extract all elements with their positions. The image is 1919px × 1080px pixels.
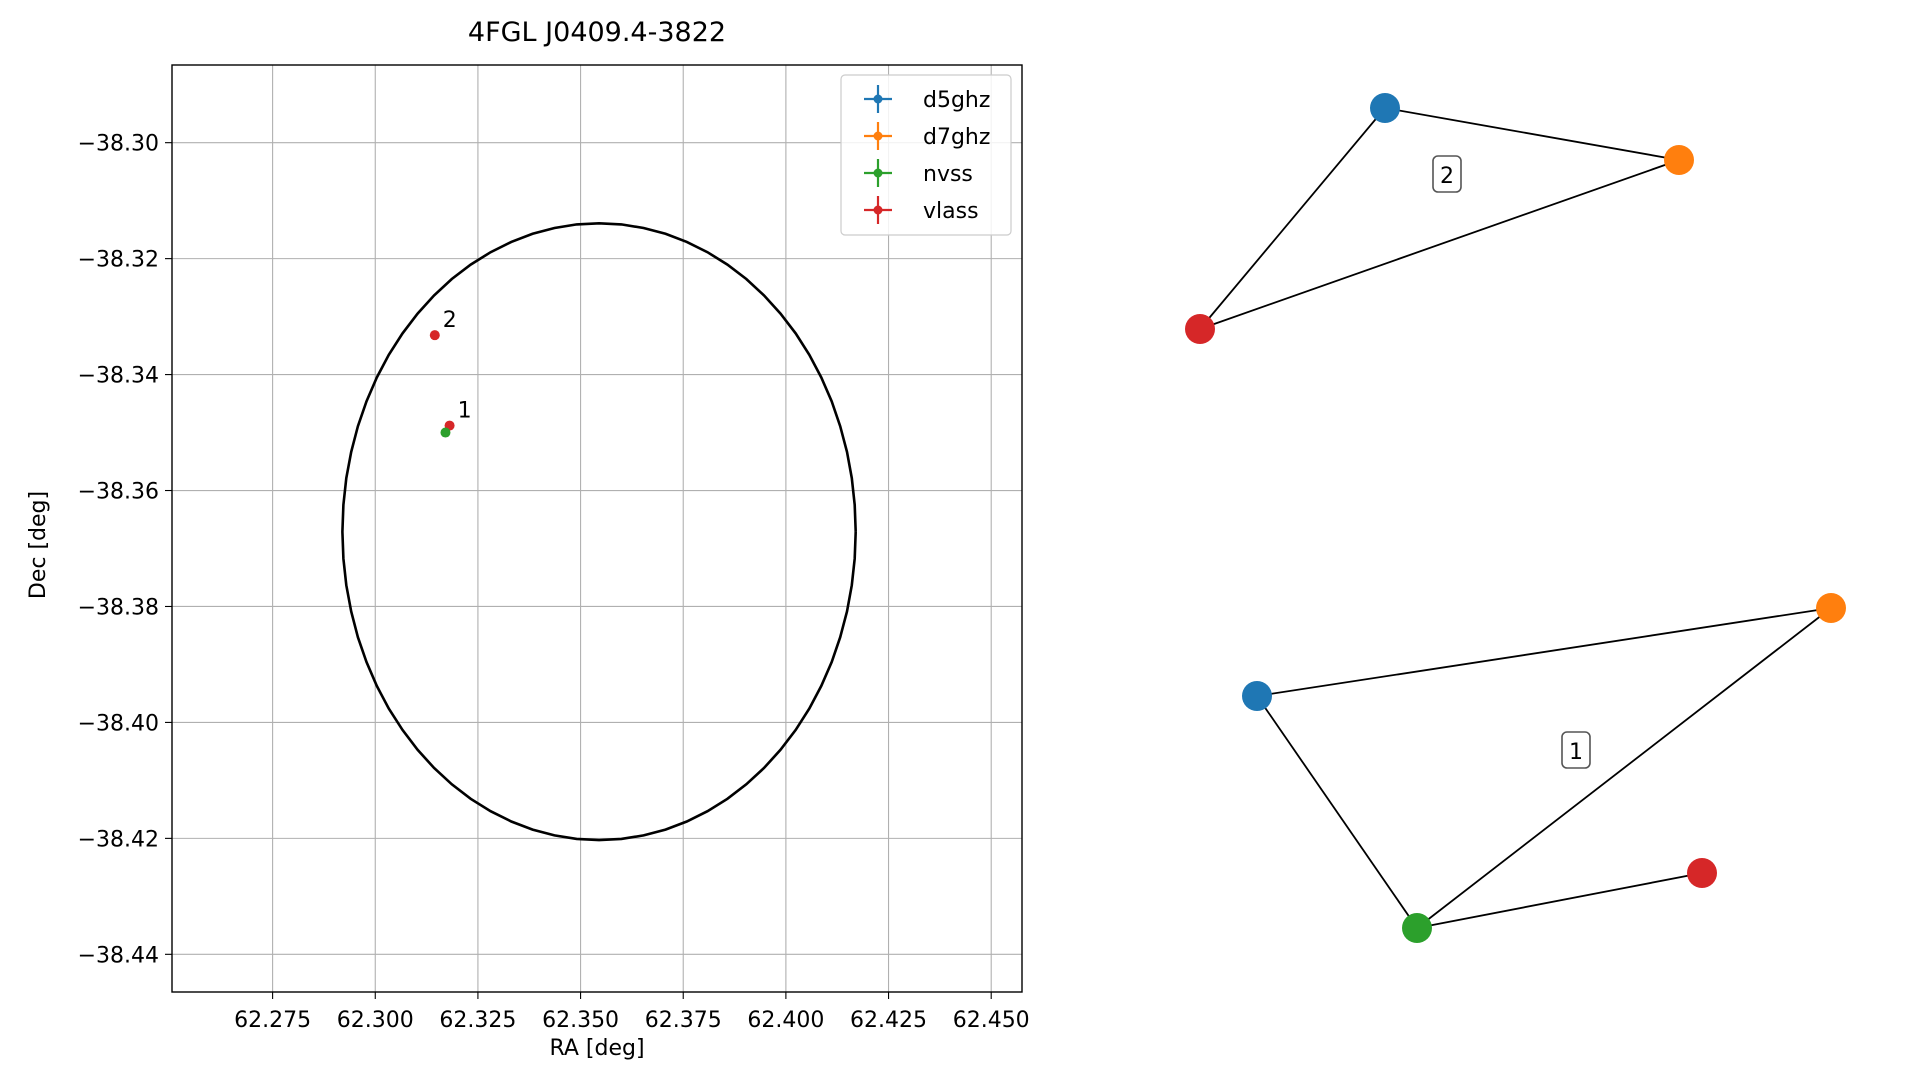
- d5ghz-node: [1242, 681, 1272, 711]
- network-edge: [1256, 607, 1832, 697]
- vlass-node: [1185, 314, 1215, 344]
- x-tick-label: 62.425: [850, 1008, 927, 1033]
- legend-label: vlass: [923, 199, 979, 224]
- network-label: 2: [1440, 164, 1454, 189]
- plot-frame: [171, 64, 1023, 993]
- vlass-point: [429, 330, 440, 341]
- y-axis-ticks: −38.30 −38.32 −38.34 −38.36 −38.38 −38.40 −38.…: [78, 132, 172, 968]
- legend-label: d7ghz: [923, 125, 990, 150]
- network-edge: [1416, 607, 1832, 929]
- y-tick-label: −38.38: [78, 595, 159, 620]
- network-group-1: 1: [1242, 593, 1846, 943]
- network-edge: [1199, 107, 1386, 330]
- y-tick-label: −38.36: [78, 480, 159, 505]
- network-edge: [1384, 107, 1680, 161]
- x-axis-label: RA [deg]: [549, 1036, 644, 1061]
- vlass-node: [1687, 858, 1717, 888]
- point-annotations: 21: [443, 308, 472, 423]
- network-edge: [1199, 159, 1680, 330]
- x-tick-label: 62.400: [747, 1008, 824, 1033]
- network-label-box: [1432, 155, 1462, 193]
- nvss-point: [440, 427, 451, 438]
- legend-marker-dot: [873, 168, 883, 178]
- legend-label: nvss: [923, 162, 973, 187]
- y-axis-label: Dec [deg]: [26, 491, 51, 599]
- d7ghz-node: [1664, 145, 1694, 175]
- error-ellipse-group: [341, 221, 857, 842]
- network-edge: [1416, 872, 1703, 929]
- source-points: [429, 330, 455, 438]
- sky-chart: 21 62.275 62.300 62.325 62.350 62.375 62.400 6…: [26, 17, 1030, 1061]
- point-annotation: 1: [458, 399, 472, 424]
- x-tick-label: 62.450: [953, 1008, 1030, 1033]
- legend-marker-dot: [873, 131, 883, 141]
- legend-marker-dot: [873, 94, 883, 104]
- chart-title: 4FGL J0409.4-3822: [468, 17, 726, 48]
- x-axis-ticks: 62.275 62.300 62.325 62.350 62.375 62.400 62.4…: [234, 992, 1030, 1033]
- legend-marker-dot: [873, 205, 883, 215]
- legend-label: d5ghz: [923, 88, 990, 113]
- y-tick-label: −38.44: [78, 943, 159, 968]
- network-group-2: 2: [1185, 93, 1694, 344]
- legend: d5ghz d7ghz nvss vlass: [840, 74, 1012, 236]
- network-edge: [1256, 695, 1418, 929]
- nvss-node: [1402, 913, 1432, 943]
- x-tick-label: 62.350: [542, 1008, 619, 1033]
- x-tick-label: 62.275: [234, 1008, 311, 1033]
- d7ghz-node: [1816, 593, 1846, 623]
- x-tick-label: 62.300: [337, 1008, 414, 1033]
- grid-lines: [172, 65, 1022, 992]
- error-ellipse: [341, 221, 857, 842]
- point-annotation: 2: [443, 308, 457, 333]
- network-label-box: [1561, 731, 1591, 769]
- x-tick-label: 62.325: [439, 1008, 516, 1033]
- y-tick-label: −38.40: [78, 711, 159, 736]
- network-label: 1: [1569, 740, 1583, 765]
- association-network: 21: [1185, 93, 1846, 943]
- d5ghz-node: [1370, 93, 1400, 123]
- y-tick-label: −38.42: [78, 827, 159, 852]
- y-tick-label: −38.34: [78, 364, 159, 389]
- x-tick-label: 62.375: [645, 1008, 722, 1033]
- legend-box: [840, 74, 1012, 236]
- y-tick-label: −38.32: [78, 248, 159, 273]
- y-tick-label: −38.30: [78, 132, 159, 157]
